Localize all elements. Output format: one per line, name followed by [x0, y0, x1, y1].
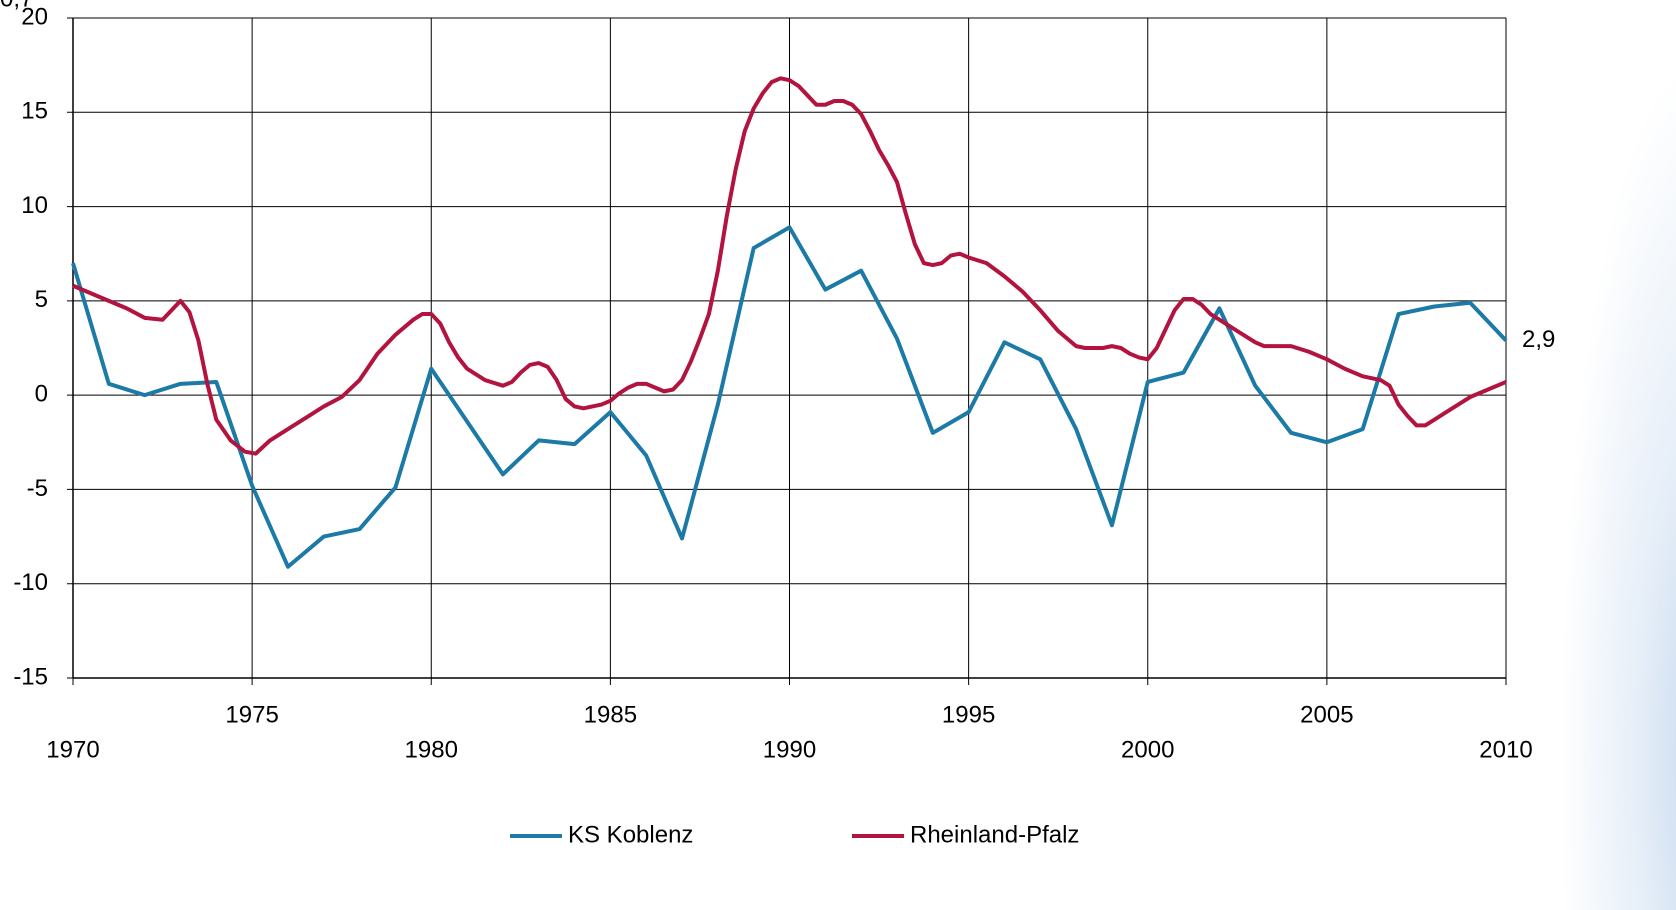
x-tick-label: 1970 — [46, 736, 99, 763]
legend-label: KS Koblenz — [568, 821, 693, 848]
line — [72, 76, 1507, 456]
y-tick-label: -5 — [27, 475, 48, 502]
legend-label: Rheinland-Pfalz — [910, 821, 1079, 848]
y-tick-label: 10 — [21, 192, 48, 219]
x-tick-label: 1980 — [405, 736, 458, 763]
y-tick-label: 15 — [21, 98, 48, 125]
x-tick-label: 2005 — [1300, 701, 1353, 728]
y-tick-label: -10 — [13, 569, 48, 596]
data-label: 2,9 — [1522, 326, 1555, 353]
y-tick-label: -15 — [13, 663, 48, 690]
line — [71, 225, 1508, 569]
x-tick-label: 1975 — [225, 701, 278, 728]
y-tick-label: 0 — [35, 380, 48, 407]
y-tick-label: 5 — [35, 286, 48, 313]
x-tick-label: 2010 — [1479, 736, 1532, 763]
x-tick-label: 1990 — [763, 736, 816, 763]
data-label: 0,7 — [0, 0, 33, 12]
x-tick-label: 1995 — [942, 701, 995, 728]
x-tick-label: 2000 — [1121, 736, 1174, 763]
y-tick-label: 20 — [21, 3, 48, 30]
x-tick-label: 1985 — [584, 701, 637, 728]
